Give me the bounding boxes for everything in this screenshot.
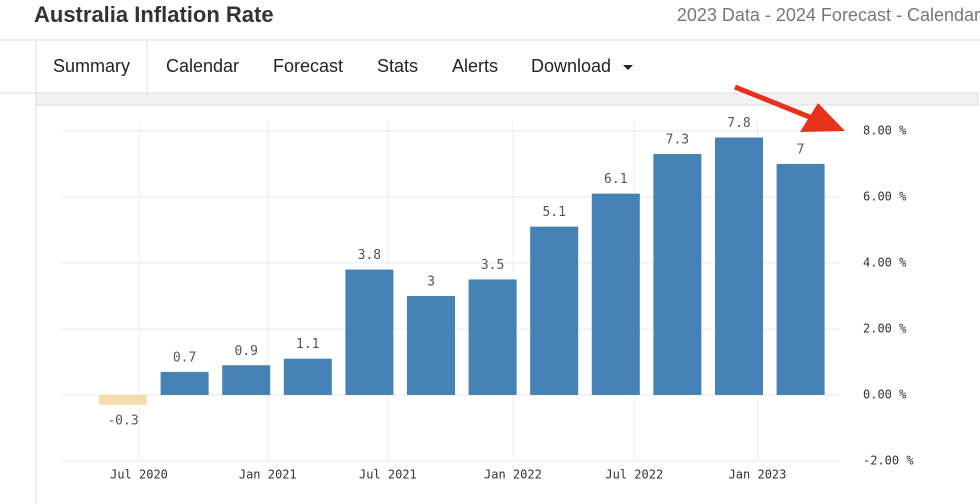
value-label: 1.1 xyxy=(296,337,319,352)
arrow-head xyxy=(800,103,845,132)
bar xyxy=(283,358,332,395)
annotation-arrow xyxy=(734,84,845,132)
y-tick-label: -2.00 % xyxy=(863,454,914,468)
x-tick-label: Jul 2022 xyxy=(605,468,663,482)
bar xyxy=(99,394,147,405)
value-label: 7.3 xyxy=(666,133,689,148)
value-label: 6.1 xyxy=(604,172,627,187)
bar xyxy=(715,137,763,395)
value-label: -0.3 xyxy=(107,413,138,428)
x-tick-label: Jul 2020 xyxy=(110,468,168,482)
bar xyxy=(345,269,394,395)
bar xyxy=(468,279,517,395)
x-tick-label: Jul 2021 xyxy=(359,468,417,482)
value-label: 5.1 xyxy=(542,205,565,220)
x-tick-label: Jan 2023 xyxy=(729,468,787,482)
y-tick-label: 6.00 % xyxy=(863,189,907,203)
value-label: 3 xyxy=(427,274,435,289)
y-tick-label: 2.00 % xyxy=(863,321,907,335)
active-tab-box xyxy=(35,39,148,93)
tab[interactable]: Summary xyxy=(53,56,130,76)
bar xyxy=(160,371,209,395)
x-tick-label: Jan 2021 xyxy=(239,468,297,482)
tab[interactable]: Calendar xyxy=(166,56,239,76)
bar xyxy=(776,163,825,395)
y-tick-label: 0.00 % xyxy=(863,387,907,401)
bar xyxy=(653,154,702,395)
y-tick-label: 8.00 % xyxy=(863,123,907,137)
dropdown-caret xyxy=(623,65,633,70)
page-subtitle: 2023 Data - 2024 Forecast - Calendar xyxy=(677,5,980,25)
value-label: 0.9 xyxy=(234,344,257,359)
value-label: 7.8 xyxy=(727,116,750,131)
value-label: 0.7 xyxy=(173,350,196,365)
bar xyxy=(591,193,640,395)
chart: Jul 2020 Jan 2021 Jul 2021 Jan 2022 Jul 2022… xyxy=(62,116,914,482)
arrow-shaft xyxy=(734,84,813,121)
value-label: 7 xyxy=(797,142,805,157)
value-label: 3.8 xyxy=(358,248,381,263)
tab[interactable]: Alerts xyxy=(452,56,498,76)
tab[interactable]: Forecast xyxy=(273,56,343,76)
value-label: 3.5 xyxy=(481,258,504,273)
y-tick-label: 4.00 % xyxy=(863,255,907,269)
page-title: Australia Inflation Rate xyxy=(34,2,274,27)
toolbar-bar xyxy=(35,92,979,106)
bar xyxy=(222,365,271,395)
bar xyxy=(530,226,579,395)
tab[interactable]: Download xyxy=(531,56,611,76)
bar xyxy=(407,295,455,395)
x-tick-label: Jan 2022 xyxy=(484,468,542,482)
tab[interactable]: Stats xyxy=(377,56,418,76)
